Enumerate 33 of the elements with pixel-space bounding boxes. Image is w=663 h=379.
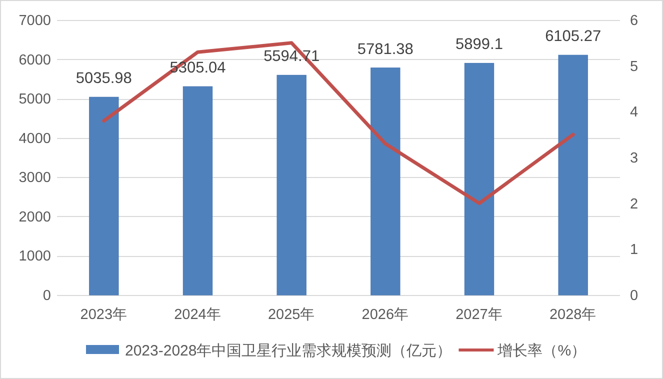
x-tick-label: 2027年 [456, 306, 503, 323]
x-tick-label: 2023年 [80, 306, 128, 323]
y2-tick-label: 6 [630, 13, 638, 29]
data-label: 5899.1 [456, 36, 503, 54]
legend-label: 2023-2028年中国卫星行业需求规模预测（亿元） [125, 342, 443, 360]
bar [464, 62, 494, 296]
y-tick-label: 1000 [18, 248, 51, 265]
y2-tick-label: 2 [630, 196, 638, 212]
legend-label: 增长率（%） [496, 342, 578, 360]
y-tick-label: 7000 [18, 13, 51, 29]
data-label: 5035.98 [76, 70, 132, 88]
bar [182, 86, 213, 296]
y2-tick-label: 3 [630, 150, 638, 166]
y-tick-label: 0 [42, 288, 51, 304]
y2-tick-label: 0 [630, 288, 638, 304]
bar [558, 54, 588, 296]
y2-tick-label: 5 [630, 58, 638, 75]
x-tick-label: 2026年 [362, 306, 410, 323]
y-tick-label: 5000 [18, 92, 51, 108]
x-tick-label: 2024年 [174, 306, 222, 323]
y-tick-label: 4000 [18, 130, 51, 147]
x-tick-label: 2025年 [268, 306, 316, 323]
y2-tick-label: 4 [630, 104, 638, 121]
bar [276, 74, 306, 296]
data-label: 5781.38 [357, 40, 414, 58]
y-tick-label: 6000 [18, 52, 51, 68]
x-tick-label: 2028年 [549, 306, 597, 323]
y2-tick-label: 1 [630, 242, 638, 258]
bar [89, 96, 119, 296]
bar [370, 68, 400, 296]
data-label: 6105.27 [545, 28, 602, 46]
y-tick-label: 3000 [18, 170, 51, 186]
y-tick-label: 2000 [18, 209, 51, 226]
